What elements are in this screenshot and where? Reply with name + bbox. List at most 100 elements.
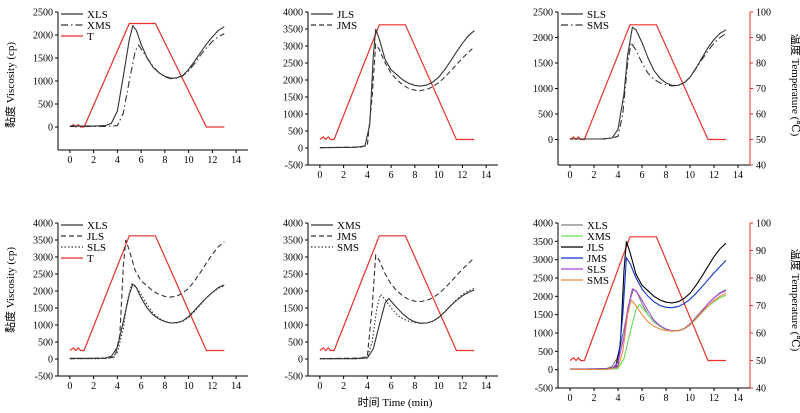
y-tick-label: 1000 <box>33 77 53 88</box>
y-tick-label: 4000 <box>283 219 303 230</box>
y-tick-label: 3000 <box>283 253 303 264</box>
x-tick-label: 14 <box>231 381 241 392</box>
temp-tick-label: 70 <box>756 301 766 312</box>
x-tick-label: 12 <box>457 381 467 392</box>
series-line-JMS <box>319 253 475 360</box>
y-tick-label: 2000 <box>283 76 303 87</box>
series-line-XMS <box>319 289 475 360</box>
x-tick-label: 2 <box>91 155 96 166</box>
x-tick-label: 6 <box>139 381 144 392</box>
x-tick-label: 10 <box>685 393 695 404</box>
y-tick-label: 0 <box>548 365 553 376</box>
series-line-XLS <box>69 283 225 359</box>
temp-tick-label: 100 <box>756 8 771 19</box>
legend-label-SMS: SMS <box>587 275 609 287</box>
legend-label-JMS: JMS <box>587 253 607 265</box>
temp-tick-label: 80 <box>756 274 766 285</box>
y-tick-label: 3000 <box>33 253 53 264</box>
legend-label-XMS: XMS <box>87 20 111 32</box>
y-tick-label: -500 <box>535 384 553 395</box>
y-tick-label: 3500 <box>33 236 53 247</box>
y-tick-label: 500 <box>538 347 553 358</box>
x-tick-label: 8 <box>664 170 669 181</box>
temp-tick-label: 100 <box>756 219 771 230</box>
panel-p4: -500 0 500 1000 1500 2000 2500 3000 3500 4000 0 2 4 6… <box>33 219 248 392</box>
x-tick-label: 12 <box>207 155 217 166</box>
temp-tick-label: 90 <box>756 33 766 44</box>
series-line-JLS <box>569 241 727 370</box>
x-tick-label: 0 <box>568 170 573 181</box>
x-tick-label: 8 <box>162 155 167 166</box>
x-tick-label: 14 <box>733 170 743 181</box>
series-line-JMS <box>319 42 475 149</box>
legend-label-XMS: XMS <box>337 220 361 232</box>
y-tick-label: 2000 <box>533 33 553 44</box>
x-tick-label: 6 <box>139 155 144 166</box>
x-tick-label: 0 <box>67 381 72 392</box>
panel-p6: -500 0 500 1000 1500 2000 2500 3000 3500 4000 0 2 4 6… <box>533 219 771 405</box>
y-tick-label: 4000 <box>533 219 553 230</box>
y-tick-label: 2500 <box>533 8 553 19</box>
temp-tick-label: 60 <box>756 329 766 340</box>
x-tick-label: 2 <box>341 170 346 181</box>
legend-label-XLS: XLS <box>87 220 108 232</box>
y-tick-label: 1500 <box>283 93 303 104</box>
y-tick-label: 1500 <box>33 54 53 65</box>
panel-p3: 0 500 1000 1500 2000 2500 0 2 4 6 8 10 12 14 40 50 60 70 8… <box>533 8 771 182</box>
x-tick-label: 12 <box>709 170 719 181</box>
y-tick-label: 0 <box>48 355 53 366</box>
legend-label-JLS: JLS <box>337 9 354 21</box>
y-tick-label: 500 <box>538 110 553 121</box>
legend-label-JMS: JMS <box>337 231 357 243</box>
y-tick-label: 2500 <box>33 8 53 19</box>
temp-tick-label: 40 <box>756 384 766 395</box>
series-line-XMS <box>69 33 225 128</box>
legend-label-XMS: XMS <box>587 231 611 243</box>
legend-label-T: T <box>87 31 94 43</box>
series-line-T <box>569 24 726 141</box>
series-line-T <box>319 235 475 352</box>
legend-label-SLS: SLS <box>587 264 606 276</box>
x-tick-label: 10 <box>184 381 194 392</box>
legend-label-SMS: SMS <box>587 20 609 32</box>
temp-tick-label: 70 <box>756 84 766 95</box>
x-tick-label: 10 <box>434 170 444 181</box>
legend-label-JLS: JLS <box>587 242 604 254</box>
x-axis-label: 时间 Time (min) <box>358 396 433 409</box>
legend-label-SLS: SLS <box>87 242 106 254</box>
y-tick-label: 4000 <box>33 219 53 230</box>
y-tick-label: 1500 <box>533 59 553 70</box>
y-tick-label: 3000 <box>533 255 553 266</box>
x-tick-label: 6 <box>389 170 394 181</box>
y-tick-label: 1000 <box>283 110 303 121</box>
x-tick-label: 2 <box>91 381 96 392</box>
legend-label-JLS: JLS <box>87 231 104 243</box>
temp-tick-label: 40 <box>756 161 766 172</box>
series-line-XMS <box>570 294 727 370</box>
x-tick-label: 0 <box>568 393 573 404</box>
x-tick-label: 8 <box>412 381 417 392</box>
x-tick-label: 8 <box>412 170 417 181</box>
panel-p2: -500 0 500 1000 1500 2000 2500 3000 3500 4000 0 2 4 6… <box>283 8 498 181</box>
y-tick-label: 2500 <box>283 59 303 70</box>
y-axis-label-top: 黏度 Viscosity (cp) <box>3 42 17 128</box>
x-tick-label: 14 <box>481 381 491 392</box>
legend-label-SLS: SLS <box>587 9 606 21</box>
temp-tick-label: 80 <box>756 59 766 70</box>
y-tick-label: 1000 <box>33 321 53 332</box>
y-tick-label: 1500 <box>283 304 303 315</box>
panel-p5: -500 0 500 1000 1500 2000 2500 3000 3500 4000 0 2 4 6… <box>283 219 498 392</box>
x-tick-label: 4 <box>365 170 370 181</box>
x-tick-label: 0 <box>317 170 322 181</box>
temp-axis-label-top: 温度 Temperature (℃) <box>789 34 800 137</box>
x-tick-label: 4 <box>365 381 370 392</box>
y-tick-label: 4000 <box>283 8 303 19</box>
x-tick-label: 10 <box>434 381 444 392</box>
y-tick-label: 500 <box>38 338 53 349</box>
y-tick-label: 1500 <box>533 310 553 321</box>
series-line-T <box>69 235 225 352</box>
x-tick-label: 4 <box>616 393 621 404</box>
series-line-JMS <box>569 256 727 370</box>
